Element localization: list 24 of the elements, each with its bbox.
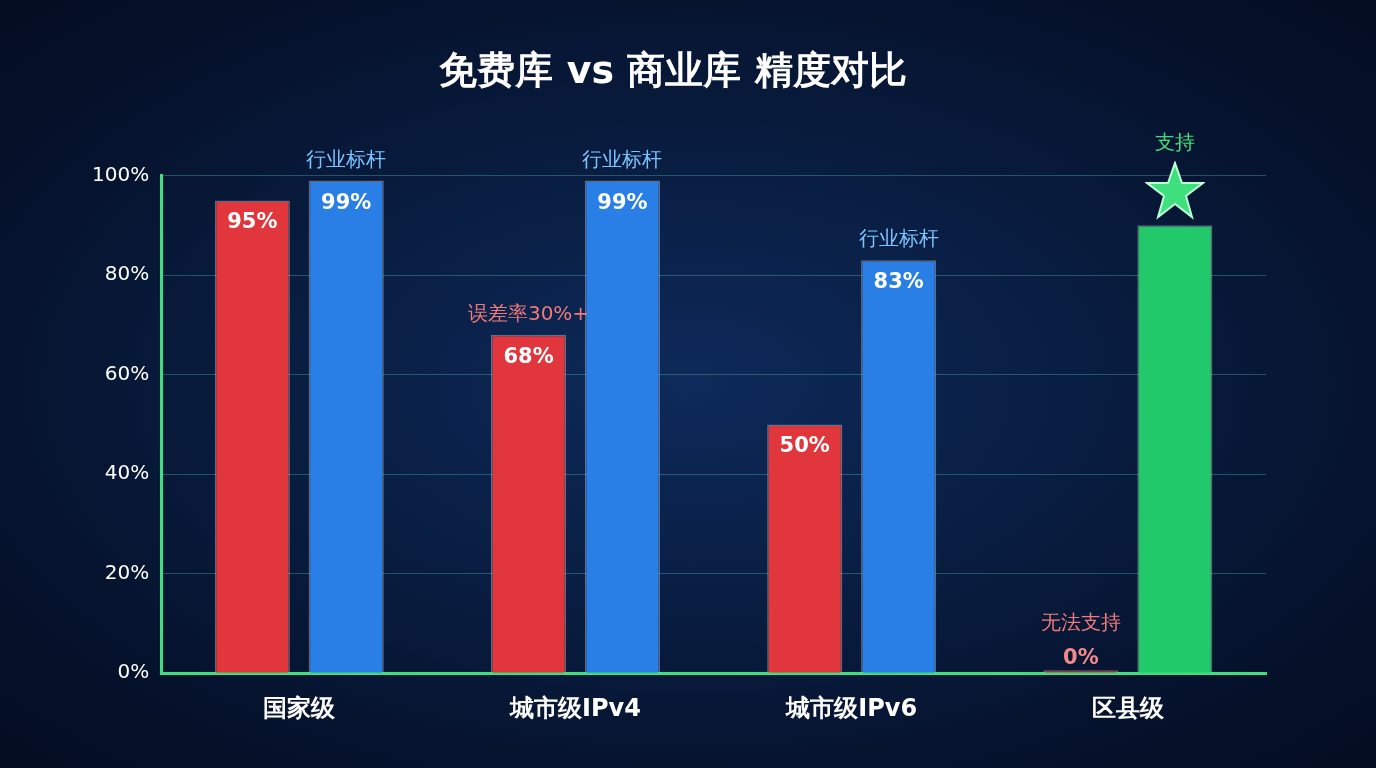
x-tick-label: 国家级 [263,693,337,722]
x-tick-label: 城市级IPv6 [785,693,918,722]
annotation: 无法支持 [1040,610,1121,635]
text: 行业标杆 [582,146,663,171]
y-tick-label: 60% [104,360,150,385]
data-label: 50% [779,433,830,458]
y-tick-label: 20% [104,559,150,584]
data-label: 99% [321,189,372,214]
data-label: 99% [597,189,648,214]
data-label: 83% [873,269,924,294]
x-tick-label: 城市级IPv4 [509,693,641,722]
data-label: 68% [503,343,554,368]
x-tick-label: 区县级 [1091,693,1165,722]
annotation: 误差率30%+ [467,301,590,326]
y-tick-label: 0% [117,659,150,684]
y-tick-label: 100% [91,161,150,186]
text: 行业标杆 [306,146,387,171]
data-label: 95% [227,209,278,234]
chart-title: 免费库 vs 商业库 精度对比 [439,47,907,92]
y-tick-label: 40% [104,460,150,485]
annotation: 行业标杆 [858,226,939,251]
text: 支持 [1154,129,1195,154]
y-tick-label: 80% [104,261,150,286]
data-label: 0% [1063,645,1099,670]
